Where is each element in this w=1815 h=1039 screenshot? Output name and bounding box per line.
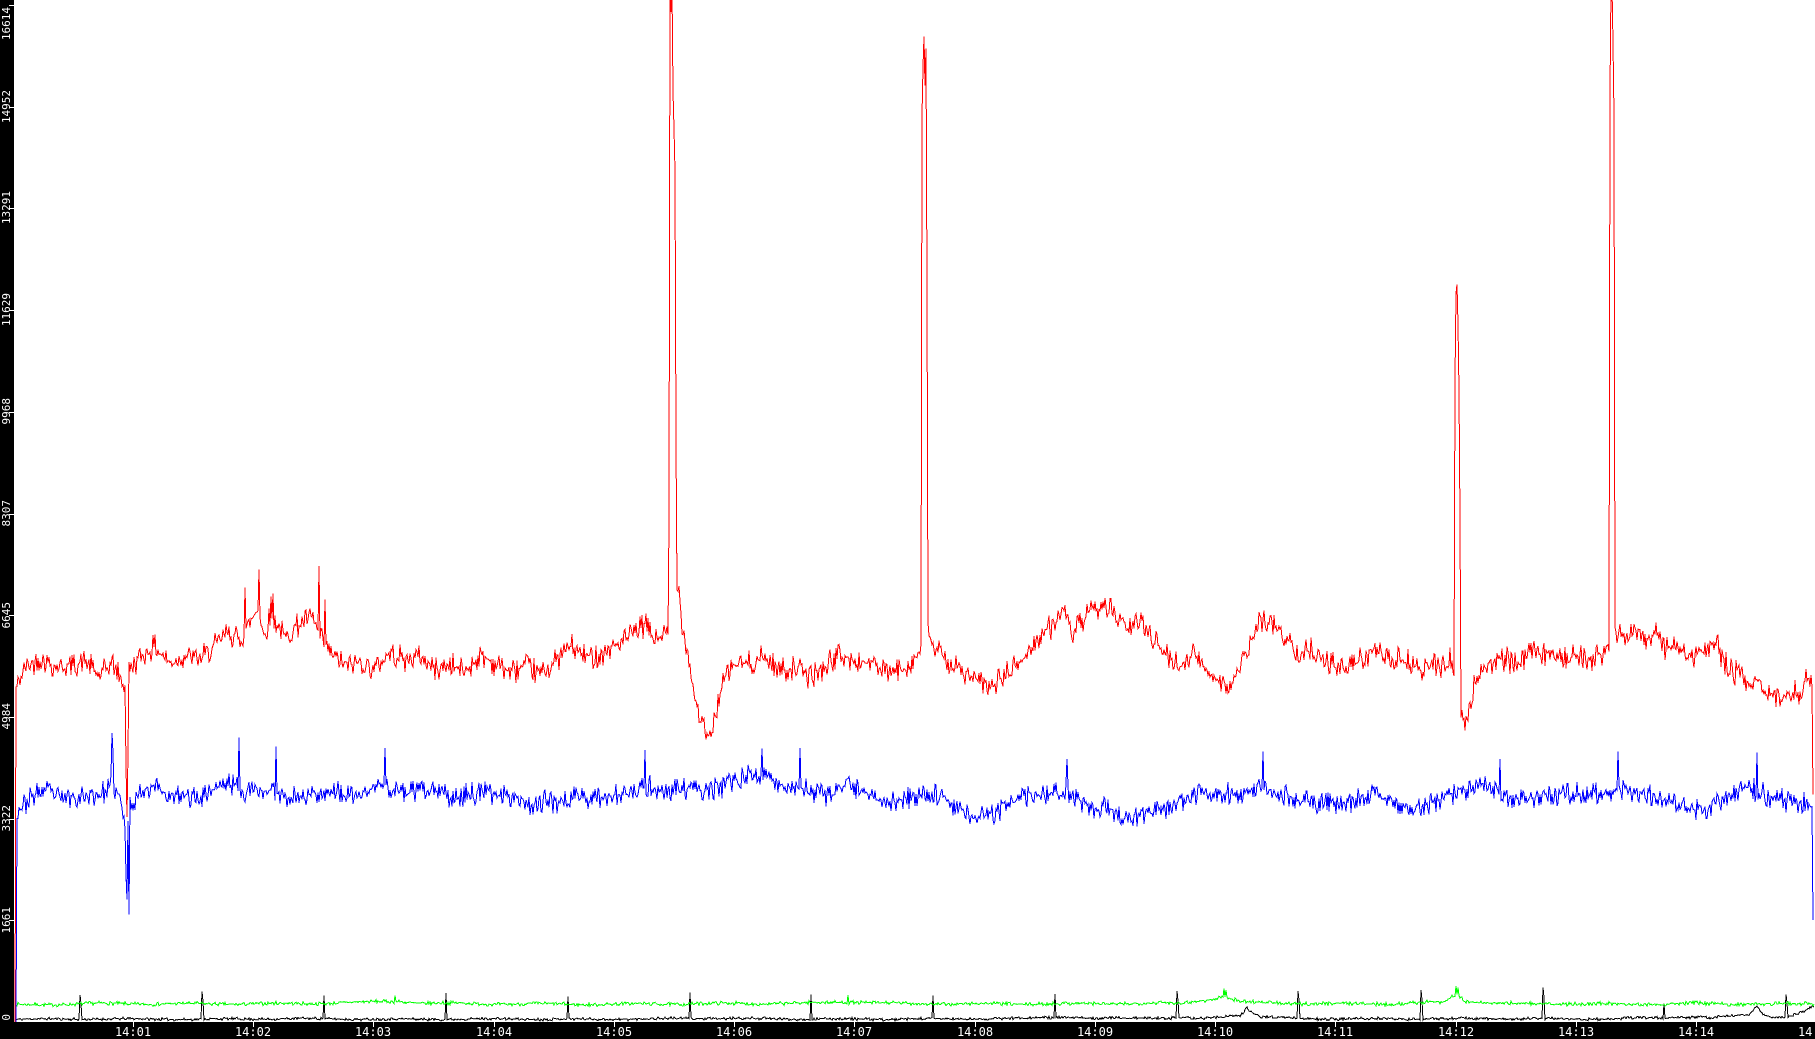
y-axis-bar: 16614 14952 13291 11629 9968 8307 6645 4984 3322… <box>0 0 15 1039</box>
x-axis-tick-label: 14:14 <box>1677 1025 1715 1039</box>
y-axis-tick <box>9 310 15 311</box>
x-axis-tick-label: 14:13 <box>1557 1025 1595 1039</box>
x-axis-tick-label: 14:15 <box>1797 1025 1815 1039</box>
x-axis-tick <box>1576 1022 1577 1027</box>
x-axis-bar: 14:01 14:02 14:03 14:04 14:05 14:06 14:07 14:08… <box>0 1022 1815 1039</box>
x-axis-tick <box>373 1022 374 1027</box>
y-axis-tick <box>9 514 15 515</box>
y-axis-tick <box>9 717 15 718</box>
x-axis-tick <box>133 1022 134 1027</box>
x-axis-tick-label: 14:01 <box>114 1025 152 1039</box>
x-axis-tick-label: 14:08 <box>956 1025 994 1039</box>
y-axis-tick-label: 11629 <box>0 293 13 327</box>
y-axis-tick-label: 8307 <box>0 500 13 527</box>
x-axis-tick-label: 14:03 <box>354 1025 392 1039</box>
y-axis-tick <box>9 107 15 108</box>
x-axis-tick <box>614 1022 615 1027</box>
y-axis-tick <box>9 615 15 616</box>
y-axis-tick-label: 14952 <box>0 90 13 124</box>
x-axis-tick <box>1095 1022 1096 1027</box>
x-axis-tick <box>1335 1022 1336 1027</box>
green-series <box>14 985 1815 1023</box>
x-axis-tick <box>734 1022 735 1027</box>
y-axis-tick <box>9 5 15 6</box>
blue-series <box>15 733 1814 1023</box>
y-axis-tick <box>9 819 15 820</box>
y-axis-tick <box>9 920 15 921</box>
x-axis-tick-label: 14:09 <box>1076 1025 1114 1039</box>
y-axis-tick <box>9 208 15 209</box>
y-axis-tick <box>9 412 15 413</box>
y-axis-tick-label: 0 <box>0 1014 13 1021</box>
x-axis-tick-label: 14:05 <box>595 1025 633 1039</box>
x-axis-tick-label: 14:10 <box>1196 1025 1234 1039</box>
y-axis-tick-label: 3322 <box>0 805 13 832</box>
x-axis-tick-label: 14:12 <box>1437 1025 1475 1039</box>
y-axis-tick-label: 9968 <box>0 398 13 425</box>
red-series <box>14 0 1814 1023</box>
x-axis-tick <box>1696 1022 1697 1027</box>
x-axis-tick <box>253 1022 254 1027</box>
x-axis-tick <box>1215 1022 1216 1027</box>
x-axis-tick-label: 14:04 <box>475 1025 513 1039</box>
black-baseline-series <box>14 987 1815 1023</box>
x-axis-tick <box>975 1022 976 1027</box>
y-axis-tick-label: 6645 <box>0 602 13 629</box>
x-axis-tick-label: 14:11 <box>1316 1025 1354 1039</box>
x-axis-tick <box>494 1022 495 1027</box>
x-axis-tick <box>854 1022 855 1027</box>
x-axis-tick <box>1456 1022 1457 1027</box>
y-axis-tick-label: 13291 <box>0 191 13 225</box>
y-axis-tick-label: 1661 <box>0 907 13 934</box>
x-axis-tick-label: 14:07 <box>835 1025 873 1039</box>
x-axis-tick-label: 14:06 <box>715 1025 753 1039</box>
y-axis-tick-label: 4984 <box>0 703 13 730</box>
y-axis-tick-label: 16614 <box>0 7 13 41</box>
x-axis-tick-label: 14:02 <box>234 1025 272 1039</box>
